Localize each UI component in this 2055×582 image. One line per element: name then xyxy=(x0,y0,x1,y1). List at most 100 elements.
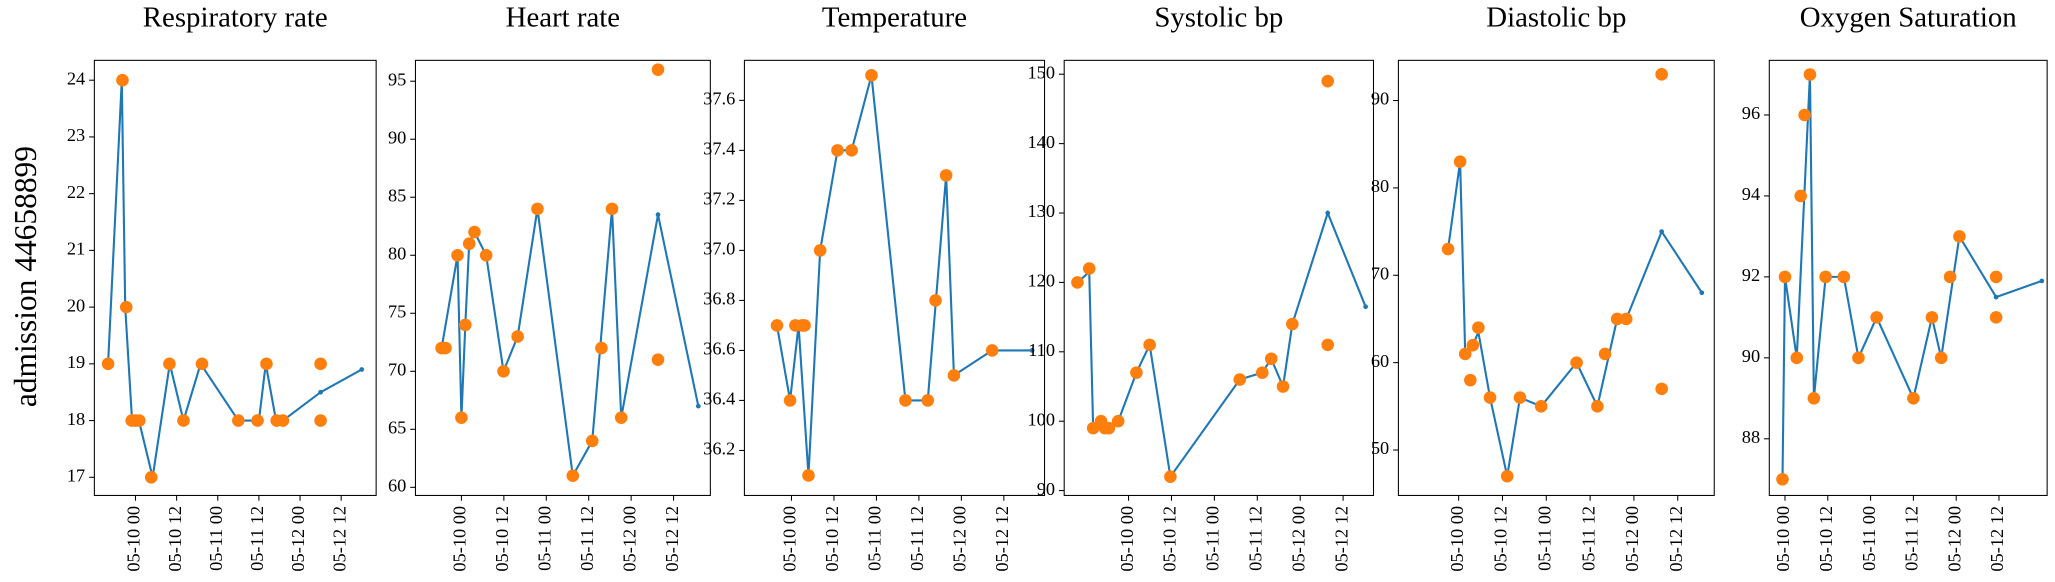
observation-point xyxy=(1570,356,1583,369)
y-tick-label: 94 xyxy=(1742,184,1760,204)
x-tick-label: 05-12 00 xyxy=(1622,506,1642,572)
line-point xyxy=(1029,348,1035,353)
observation-point xyxy=(845,144,858,157)
observation-point xyxy=(1794,189,1807,203)
x-tick-label: 05-12 12 xyxy=(1666,506,1686,572)
x-tick-label: 05-10 00 xyxy=(450,506,470,572)
y-tick-label: 140 xyxy=(1028,132,1056,152)
y-tick-label: 75 xyxy=(388,301,406,321)
y-tick-label: 90 xyxy=(1371,89,1389,109)
observation-point xyxy=(163,357,176,371)
observation-point xyxy=(511,330,524,343)
observation-point xyxy=(899,394,912,407)
subplot: Respiratory rate 17 18 19 20 21 22 23 24 05-10 00… xyxy=(67,1,377,572)
line-point xyxy=(359,367,365,372)
observation-point xyxy=(783,394,797,407)
observation-point xyxy=(1852,351,1865,365)
observation-point xyxy=(1934,351,1948,365)
observation-point xyxy=(276,414,290,427)
observation-point xyxy=(1453,155,1467,168)
observation-point xyxy=(1953,230,1966,243)
observation-point xyxy=(314,414,327,427)
x-tick-label: 05-11 00 xyxy=(206,506,226,571)
x-tick-label: 05-10 12 xyxy=(1491,506,1511,572)
y-tick-label: 90 xyxy=(388,127,406,147)
x-tick-label: 05-11 12 xyxy=(1245,506,1265,571)
x-tick-label: 05-11 12 xyxy=(1902,506,1922,571)
observation-point xyxy=(1925,311,1939,324)
line-point xyxy=(318,389,323,395)
observation-point xyxy=(585,434,599,448)
observation-point xyxy=(813,244,827,257)
x-tick-label: 05-11 00 xyxy=(1534,506,1554,571)
observation-point xyxy=(1286,317,1299,331)
x-tick-label: 05-11 00 xyxy=(1859,506,1879,571)
observation-point xyxy=(1500,469,1514,483)
x-tick-label: 05-12 00 xyxy=(619,506,639,572)
y-tick-label: 92 xyxy=(1742,265,1760,285)
x-tick-label: 05-12 00 xyxy=(288,506,308,572)
observation-point xyxy=(195,357,209,371)
plot-frame xyxy=(93,59,377,496)
chart-title: Systolic bp xyxy=(1154,1,1283,33)
y-tick-label: 20 xyxy=(67,295,85,315)
observation-point xyxy=(865,69,878,82)
observation-point xyxy=(1534,400,1548,413)
observation-point xyxy=(132,414,146,427)
observation-point xyxy=(1466,338,1480,352)
chart-title: Respiratory rate xyxy=(143,1,328,33)
observation-point xyxy=(1071,276,1084,289)
y-tick-label: 22 xyxy=(67,182,85,202)
y-tick-label: 90 xyxy=(1037,479,1055,499)
observation-point xyxy=(985,344,999,357)
line-point xyxy=(1363,304,1368,310)
x-tick-label: 05-10 00 xyxy=(780,506,800,572)
observation-point xyxy=(1264,352,1278,366)
observation-point xyxy=(1102,421,1116,435)
observation-point xyxy=(455,411,468,425)
x-tick-label: 05-12 12 xyxy=(992,506,1012,572)
plot-frame xyxy=(1063,59,1375,496)
observation-point xyxy=(566,469,580,483)
y-tick-label: 36.8 xyxy=(703,289,735,309)
observation-point xyxy=(1655,68,1668,81)
observation-point xyxy=(1943,270,1957,284)
observation-point xyxy=(921,394,935,407)
observation-point xyxy=(770,319,784,332)
x-tick-label: 05-11 12 xyxy=(1578,506,1598,571)
y-tick-label: 96 xyxy=(1742,103,1760,123)
line-point xyxy=(695,403,701,409)
line-point xyxy=(655,212,661,218)
observation-point xyxy=(1513,391,1527,404)
observation-point xyxy=(1458,347,1472,361)
x-tick-label: 05-10 12 xyxy=(822,506,842,572)
y-tick-label: 100 xyxy=(1028,409,1056,429)
observation-point xyxy=(1619,312,1633,326)
observation-point xyxy=(1803,68,1817,81)
observation-point xyxy=(1441,242,1455,256)
observation-point xyxy=(144,471,158,484)
x-tick-label: 05-11 00 xyxy=(534,506,554,571)
x-tick-label: 05-10 12 xyxy=(492,506,512,572)
observation-point xyxy=(1778,270,1792,284)
x-tick-label: 05-12 00 xyxy=(1944,506,1964,572)
y-tick-label: 37.6 xyxy=(703,89,735,109)
chart-title: Diastolic bp xyxy=(1486,1,1626,33)
subplot: Systolic bp 90 100 110 120 130 140 150 05-10 00 0… xyxy=(1028,1,1375,572)
observation-point xyxy=(1907,392,1920,405)
y-tick-label: 65 xyxy=(388,418,406,438)
x-tick-label: 05-12 00 xyxy=(1288,506,1308,572)
y-tick-label: 85 xyxy=(388,185,406,205)
observation-point xyxy=(479,248,493,262)
observation-point xyxy=(1655,382,1668,396)
x-tick-label: 05-10 12 xyxy=(1160,506,1180,572)
x-tick-label: 05-10 00 xyxy=(124,506,144,572)
observation-point xyxy=(1321,338,1335,352)
observation-point xyxy=(1870,311,1883,324)
observation-point xyxy=(1790,351,1804,365)
observation-point xyxy=(802,469,815,482)
subplot: Diastolic bp 50 60 70 80 90 05-10 00 05-10 12 05… xyxy=(1371,1,1715,572)
y-tick-label: 70 xyxy=(1371,263,1389,283)
